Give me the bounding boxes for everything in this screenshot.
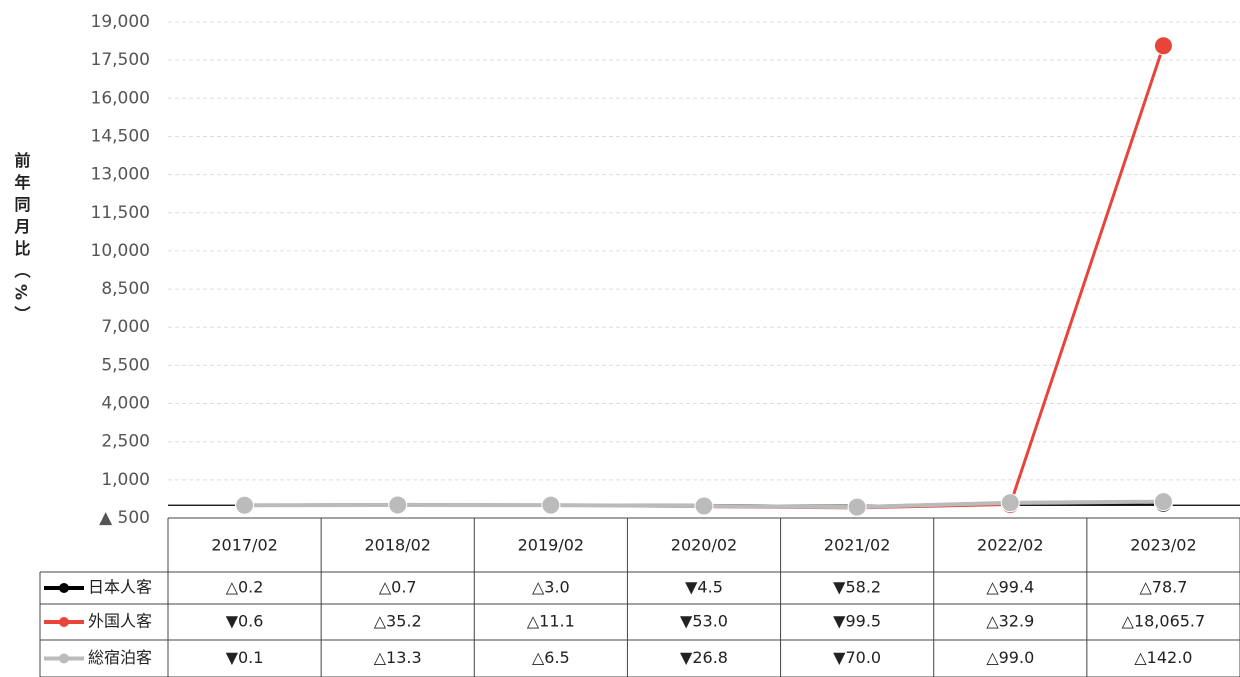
table-value: ▼26.8 bbox=[680, 648, 728, 667]
table-value: △142.0 bbox=[1134, 648, 1192, 667]
y-tick-label: 13,000 bbox=[91, 165, 150, 185]
y-tick-label: 8,500 bbox=[101, 279, 150, 299]
y-tick-label: 5,500 bbox=[101, 355, 150, 375]
x-tick-label: 2021/02 bbox=[824, 536, 890, 555]
y-tick-label: 7,000 bbox=[101, 317, 150, 337]
table-value: △78.7 bbox=[1139, 578, 1187, 597]
y-tick-label: 19,000 bbox=[91, 12, 150, 32]
data-point bbox=[1153, 36, 1173, 56]
table-value: ▼0.6 bbox=[226, 612, 264, 631]
data-point bbox=[847, 497, 867, 517]
y-tick-label: 14,500 bbox=[91, 126, 150, 146]
y-tick-label: 1,000 bbox=[101, 470, 150, 490]
x-tick-label: 2018/02 bbox=[364, 536, 430, 555]
x-tick-label: 2023/02 bbox=[1130, 536, 1196, 555]
legend-label: 日本人客 bbox=[88, 578, 152, 597]
y-tick-label: 2,500 bbox=[101, 432, 150, 452]
data-point bbox=[235, 495, 255, 515]
table-value: △0.2 bbox=[226, 578, 264, 597]
legend-marker bbox=[59, 583, 69, 593]
table-value: △11.1 bbox=[527, 612, 575, 631]
legend-marker bbox=[59, 653, 69, 664]
data-point bbox=[541, 495, 561, 515]
data-point bbox=[1000, 493, 1020, 513]
table-value: △35.2 bbox=[374, 612, 422, 631]
y-tick-label: 10,000 bbox=[91, 241, 150, 261]
table-value: △32.9 bbox=[986, 612, 1034, 631]
x-tick-label: 2017/02 bbox=[211, 536, 277, 555]
table-value: △18,065.7 bbox=[1122, 612, 1206, 631]
table-value: ▼4.5 bbox=[685, 578, 723, 597]
legend-label: 外国人客 bbox=[88, 612, 152, 631]
legend-label: 総宿泊客 bbox=[88, 648, 152, 667]
table-value: ▼99.5 bbox=[833, 612, 881, 631]
y-tick-label: 17,500 bbox=[91, 50, 150, 70]
data-point bbox=[388, 495, 408, 515]
table-value: ▼70.0 bbox=[833, 648, 881, 667]
legend-marker bbox=[59, 617, 69, 627]
table-value: △99.4 bbox=[986, 578, 1034, 597]
table-value: △99.0 bbox=[986, 648, 1034, 667]
series-line bbox=[244, 45, 1165, 510]
y-tick-label: 11,500 bbox=[91, 203, 150, 223]
x-tick-label: 2020/02 bbox=[671, 536, 737, 555]
data-point bbox=[694, 496, 714, 516]
table-value: △13.3 bbox=[374, 648, 422, 667]
table-value: △3.0 bbox=[532, 578, 570, 597]
table-value: ▼58.2 bbox=[833, 578, 881, 597]
table-value: ▼0.1 bbox=[226, 648, 264, 667]
table-value: △0.7 bbox=[379, 578, 417, 597]
x-tick-label: 2022/02 bbox=[977, 536, 1043, 555]
data-point bbox=[1153, 492, 1173, 512]
y-axis-title: 前年同月比（%） bbox=[12, 151, 32, 328]
table-value: ▼53.0 bbox=[680, 612, 728, 631]
y-tick-label: 16,000 bbox=[91, 88, 150, 108]
x-tick-label: 2019/02 bbox=[518, 536, 584, 555]
table-value: △6.5 bbox=[532, 648, 570, 667]
y-tick-label: 4,000 bbox=[101, 394, 150, 414]
y-tick-label: ▲ 500 bbox=[99, 508, 150, 528]
